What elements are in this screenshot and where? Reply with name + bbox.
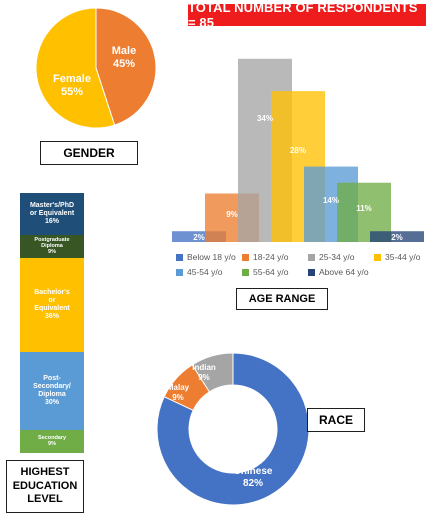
education-segment-label: 30% xyxy=(44,398,59,406)
education-segment: Bachelor's or Equivalent 36% xyxy=(20,258,84,352)
age-bar-label: 28% xyxy=(290,146,306,155)
education-segment-label: 16% xyxy=(44,217,59,225)
education-label-line: EDUCATION xyxy=(12,479,78,492)
age-legend-item: 45-54 y/o xyxy=(176,267,222,277)
age-legend-item: Above 64 y/o xyxy=(308,267,369,277)
education-segment-label: Secondary/ xyxy=(33,382,71,390)
education-segment: Secondary 9% xyxy=(20,429,84,453)
age-bar xyxy=(172,231,226,242)
age-legend: Below 18 y/o 18-24 y/o 25-34 y/o 35-44 y/o 4… xyxy=(176,252,430,282)
age-legend-swatch xyxy=(374,253,381,261)
education-stacked-bar: Master's/PhD or Equivalent 16% Postgraduate… xyxy=(20,193,84,453)
education-segment-label: 9% xyxy=(48,249,56,256)
age-range-label: AGE RANGE xyxy=(236,288,328,310)
age-bar-label: 2% xyxy=(193,233,205,242)
education-label-line: LEVEL xyxy=(27,493,63,506)
age-legend-text: 35-44 y/o xyxy=(385,252,421,262)
education-segment-label: Post- xyxy=(43,374,61,382)
education-segment-label: Equivalent xyxy=(34,304,70,312)
age-legend-text: 45-54 y/o xyxy=(187,267,223,277)
education-segment-label: Diploma xyxy=(38,390,66,398)
education-segment-label: 9% xyxy=(48,441,56,448)
age-legend-text: Above 64 y/o xyxy=(319,267,369,277)
age-legend-swatch xyxy=(242,253,249,261)
age-bar-label: 14% xyxy=(323,196,339,205)
age-legend-text: 25-34 y/o xyxy=(319,252,355,262)
race-slice-indian xyxy=(191,352,234,393)
age-legend-text: 55-64 y/o xyxy=(253,267,289,277)
race-donut-chart: Chinese 82% Malay 9%Indian 9% xyxy=(156,352,310,506)
education-label-line: HIGHEST xyxy=(20,465,70,478)
age-legend-text: Below 18 y/o xyxy=(187,252,236,262)
age-bar-label: 2% xyxy=(391,233,403,242)
education-segment-label: or xyxy=(48,296,56,304)
gender-slice-label: Female 55% xyxy=(53,73,91,98)
age-legend-text: 18-24 y/o xyxy=(253,252,289,262)
education-segment: Post- Secondary/Diploma 30% xyxy=(20,351,84,430)
gender-slice-male xyxy=(95,7,157,126)
education-segment: Master's/PhD or Equivalent 16% xyxy=(20,193,84,235)
age-legend-item: 55-64 y/o xyxy=(242,267,288,277)
gender-slice-female xyxy=(35,7,116,129)
age-bar-label: 11% xyxy=(356,204,372,213)
age-legend-swatch xyxy=(308,253,315,261)
age-legend-swatch xyxy=(176,253,183,261)
race-slice-label: Chinese 82% xyxy=(234,466,273,489)
education-segment-label: Master's/PhD xyxy=(29,201,75,209)
race-slice-label: Indian 9% xyxy=(192,363,216,382)
education-segment-label: Bachelor's xyxy=(34,288,70,296)
race-slice-label: Malay 9% xyxy=(167,383,190,402)
age-legend-swatch xyxy=(176,268,183,276)
age-bar-label: 34% xyxy=(257,114,273,123)
education-segment-label: Secondary xyxy=(37,434,67,441)
age-legend-swatch xyxy=(308,268,315,276)
race-label: RACE xyxy=(307,408,365,432)
gender-pie-chart: Male 45% Female 55% xyxy=(35,7,157,129)
education-segment-label: 36% xyxy=(44,312,59,320)
education-segment: Postgraduate Diploma 9% xyxy=(20,234,84,258)
age-legend-item: 18-24 y/o xyxy=(242,252,288,262)
age-range-bar-chart: 2% 9% 34% 28% 14% 11% 2% xyxy=(172,58,424,243)
age-legend-swatch xyxy=(242,268,249,276)
education-segment-label: or Equivalent xyxy=(29,209,75,217)
education-segment-label: Postgraduate xyxy=(34,236,70,243)
age-legend-item: 35-44 y/o xyxy=(374,252,420,262)
age-legend-item: 25-34 y/o xyxy=(308,252,354,262)
education-segment-label: Diploma xyxy=(41,243,63,250)
age-bar xyxy=(370,231,424,242)
gender-slice-label: Male 45% xyxy=(112,45,136,70)
total-respondents-banner: TOTAL NUMBER OF RESPONDENTS = 85 xyxy=(188,0,426,30)
age-bar-label: 9% xyxy=(226,210,238,219)
age-legend-item: Below 18 y/o xyxy=(176,252,236,262)
education-label: HIGHEST EDUCATION LEVEL xyxy=(6,460,84,513)
gender-label: GENDER xyxy=(40,141,138,165)
